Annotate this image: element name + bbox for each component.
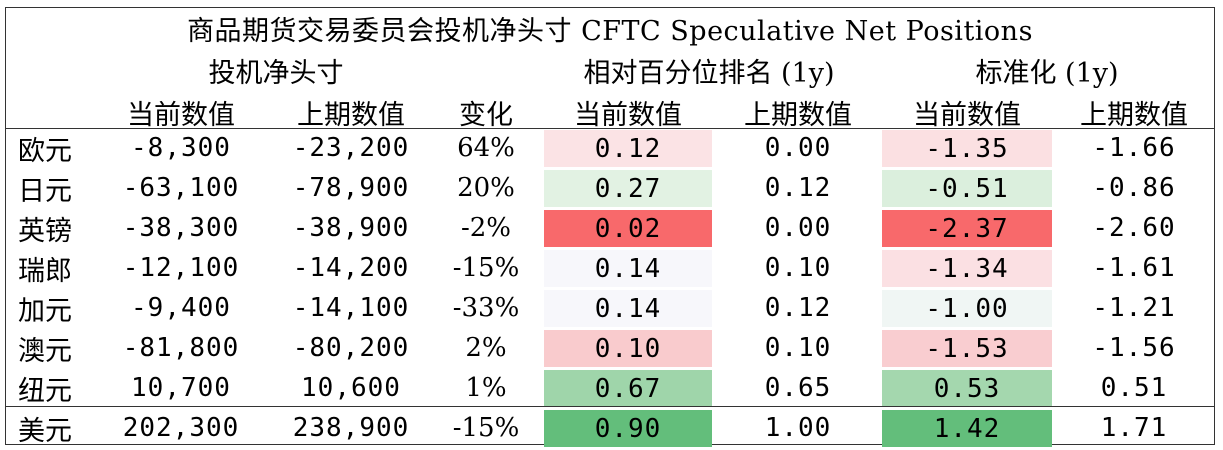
group-header-net: 投机净头寸 xyxy=(208,57,344,89)
pct-previous-value: 0.65 xyxy=(764,373,832,403)
currency-name: 澳元 xyxy=(18,335,72,367)
net-previous-value: -80,200 xyxy=(292,333,410,363)
std-previous-value: -1.21 xyxy=(1092,293,1176,323)
change-value: 1% xyxy=(465,373,507,403)
pct-current-value: 0.90 xyxy=(544,410,712,447)
change-value: -2% xyxy=(460,213,512,243)
std-previous-value: -2.60 xyxy=(1092,213,1176,243)
net-current-value: -63,100 xyxy=(122,173,240,203)
pct-previous-value: 0.10 xyxy=(764,333,832,363)
currency-name: 日元 xyxy=(18,175,72,207)
cftc-table: 商品期货交易委员会投机净头寸 CFTC Speculative Net Posi… xyxy=(5,7,1215,447)
group-header-pct: 相对百分位排名 (1y) xyxy=(583,57,835,89)
currency-name: 美元 xyxy=(18,415,72,447)
header-divider xyxy=(6,128,1214,129)
change-value: 20% xyxy=(457,173,515,203)
std-previous-value: -0.86 xyxy=(1092,173,1176,203)
net-previous-value: -38,900 xyxy=(292,213,410,243)
net-previous-value: -78,900 xyxy=(292,173,410,203)
std-current-value: -0.51 xyxy=(882,170,1052,207)
subheader-std-previous: 上期数值 xyxy=(1080,99,1188,131)
pct-previous-value: 0.00 xyxy=(764,213,832,243)
pct-current-value: 0.12 xyxy=(544,130,712,167)
net-current-value: -38,300 xyxy=(122,213,240,243)
pct-previous-value: 0.12 xyxy=(764,293,832,323)
net-current-value: -81,800 xyxy=(122,333,240,363)
pct-previous-value: 0.10 xyxy=(764,253,832,283)
table-row: 日元 -63,100 -78,900 20% 0.27 0.12 -0.51 -0.86 xyxy=(6,169,1214,209)
net-current-value: -8,300 xyxy=(131,133,231,163)
subheader-change: 变化 xyxy=(459,99,513,131)
net-previous-value: -14,200 xyxy=(292,253,410,283)
net-previous-value: -14,100 xyxy=(292,293,410,323)
change-value: 2% xyxy=(465,333,507,363)
pct-current-value: 0.67 xyxy=(544,370,712,407)
usd-divider xyxy=(6,406,1214,407)
std-previous-value: -1.61 xyxy=(1092,253,1176,283)
change-value: -15% xyxy=(452,413,520,443)
std-previous-value: 1.71 xyxy=(1100,413,1168,443)
change-value: -15% xyxy=(452,253,520,283)
change-value: 64% xyxy=(457,133,515,163)
currency-name: 瑞郎 xyxy=(18,255,72,287)
pct-current-value: 0.27 xyxy=(544,170,712,207)
std-current-value: -1.34 xyxy=(882,250,1052,287)
table-row: 纽元 10,700 10,600 1% 0.67 0.65 0.53 0.51 xyxy=(6,369,1214,409)
net-current-value: 202,300 xyxy=(122,413,240,443)
net-current-value: -12,100 xyxy=(122,253,240,283)
net-current-value: 10,700 xyxy=(131,373,231,403)
table-row: 欧元 -8,300 -23,200 64% 0.12 0.00 -1.35 -1.66 xyxy=(6,129,1214,169)
pct-current-value: 0.14 xyxy=(544,250,712,287)
std-previous-value: 0.51 xyxy=(1100,373,1168,403)
table-title: 商品期货交易委员会投机净头寸 CFTC Speculative Net Posi… xyxy=(187,15,1033,47)
pct-current-value: 0.14 xyxy=(544,290,712,327)
subheader-pct-previous: 上期数值 xyxy=(744,99,852,131)
currency-name: 欧元 xyxy=(18,135,72,167)
table-row: 加元 -9,400 -14,100 -33% 0.14 0.12 -1.00 -1.21 xyxy=(6,289,1214,329)
std-previous-value: -1.66 xyxy=(1092,133,1176,163)
std-current-value: -2.37 xyxy=(882,210,1052,247)
std-current-value: 0.53 xyxy=(882,370,1052,407)
std-current-value: -1.00 xyxy=(882,290,1052,327)
pct-current-value: 0.02 xyxy=(544,210,712,247)
net-previous-value: 10,600 xyxy=(301,373,401,403)
table-row: 澳元 -81,800 -80,200 2% 0.10 0.10 -1.53 -1.56 xyxy=(6,329,1214,369)
subheader-pct-current: 当前数值 xyxy=(574,99,682,131)
net-previous-value: -23,200 xyxy=(292,133,410,163)
pct-current-value: 0.10 xyxy=(544,330,712,367)
table-row: 美元 202,300 238,900 -15% 0.90 1.00 1.42 1.71 xyxy=(6,409,1214,449)
subheader-net-current: 当前数值 xyxy=(127,99,235,131)
std-current-value: -1.53 xyxy=(882,330,1052,367)
subheader-net-previous: 上期数值 xyxy=(297,99,405,131)
group-header-std: 标准化 (1y) xyxy=(975,57,1119,89)
std-current-value: 1.42 xyxy=(882,410,1052,447)
subheader-std-current: 当前数值 xyxy=(913,99,1021,131)
pct-previous-value: 0.12 xyxy=(764,173,832,203)
std-current-value: -1.35 xyxy=(882,130,1052,167)
pct-previous-value: 1.00 xyxy=(764,413,832,443)
currency-name: 纽元 xyxy=(18,375,72,407)
net-current-value: -9,400 xyxy=(131,293,231,323)
pct-previous-value: 0.00 xyxy=(764,133,832,163)
currency-name: 加元 xyxy=(18,295,72,327)
change-value: -33% xyxy=(452,293,520,323)
table-row: 瑞郎 -12,100 -14,200 -15% 0.14 0.10 -1.34 -1.61 xyxy=(6,249,1214,289)
std-previous-value: -1.56 xyxy=(1092,333,1176,363)
table-row: 英镑 -38,300 -38,900 -2% 0.02 0.00 -2.37 -2.60 xyxy=(6,209,1214,249)
net-previous-value: 238,900 xyxy=(292,413,410,443)
currency-name: 英镑 xyxy=(18,215,72,247)
